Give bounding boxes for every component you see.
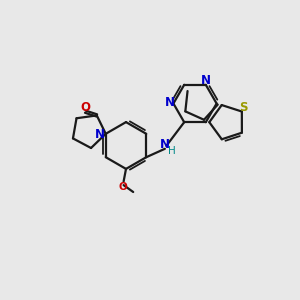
Text: N: N [165, 96, 175, 110]
Text: H: H [168, 146, 175, 156]
Text: S: S [239, 101, 248, 114]
Text: N: N [160, 138, 170, 151]
Text: O: O [118, 182, 127, 192]
Text: N: N [95, 128, 105, 141]
Text: O: O [80, 101, 90, 114]
Text: N: N [201, 74, 211, 87]
